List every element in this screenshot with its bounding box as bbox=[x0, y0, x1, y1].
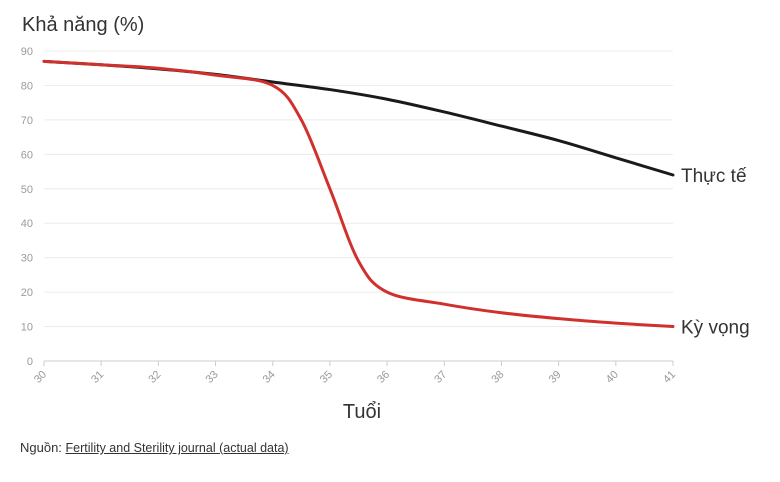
x-tick-label: 40 bbox=[604, 369, 621, 386]
y-tick-label: 70 bbox=[21, 115, 33, 127]
series-line bbox=[42, 59, 675, 329]
y-axis-label: Khả năng (%) bbox=[22, 14, 144, 36]
y-tick-label: 90 bbox=[21, 46, 33, 58]
x-tick-label: 36 bbox=[375, 369, 392, 386]
y-tick-label: 10 bbox=[21, 322, 33, 334]
y-tick-label: 80 bbox=[21, 80, 33, 92]
y-tick-label: 60 bbox=[21, 149, 33, 161]
series-line bbox=[42, 59, 675, 177]
x-tick-label: 33 bbox=[204, 369, 221, 386]
x-tick-label: 35 bbox=[318, 369, 335, 386]
x-axis-label: Tuổi bbox=[343, 401, 381, 423]
y-tick-label: 40 bbox=[21, 218, 33, 230]
y-axis-ticks: 0 10 20 30 40 50 60 70 80 90 bbox=[21, 46, 33, 368]
y-tick-label: 0 bbox=[27, 356, 33, 368]
x-tick-label: 38 bbox=[489, 369, 506, 386]
x-axis-ticks: 30 31 32 33 34 35 36 37 38 39 40 41 bbox=[32, 361, 678, 386]
x-tick-label: 39 bbox=[547, 369, 564, 386]
x-tick-label: 41 bbox=[661, 369, 678, 386]
series-label: Kỳ vọng bbox=[681, 318, 750, 339]
x-tick-label: 31 bbox=[89, 369, 106, 386]
source-note: Nguồn: Fertility and Sterility journal (… bbox=[20, 440, 289, 455]
x-tick-label: 34 bbox=[261, 369, 278, 386]
grid bbox=[44, 50, 673, 328]
series-labels: Thực tế Kỳ vọng bbox=[681, 166, 750, 339]
y-tick-label: 30 bbox=[21, 253, 33, 265]
source-link[interactable]: Fertility and Sterility journal (actual … bbox=[65, 441, 289, 455]
x-tick-label: 30 bbox=[32, 369, 49, 386]
y-tick-label: 50 bbox=[21, 184, 33, 196]
x-tick-label: 32 bbox=[146, 369, 163, 386]
source-prefix: Nguồn: bbox=[20, 440, 62, 455]
x-tick-label: 37 bbox=[432, 369, 449, 386]
y-tick-label: 20 bbox=[21, 287, 33, 299]
series-lines bbox=[42, 59, 675, 329]
series-label: Thực tế bbox=[681, 166, 747, 187]
